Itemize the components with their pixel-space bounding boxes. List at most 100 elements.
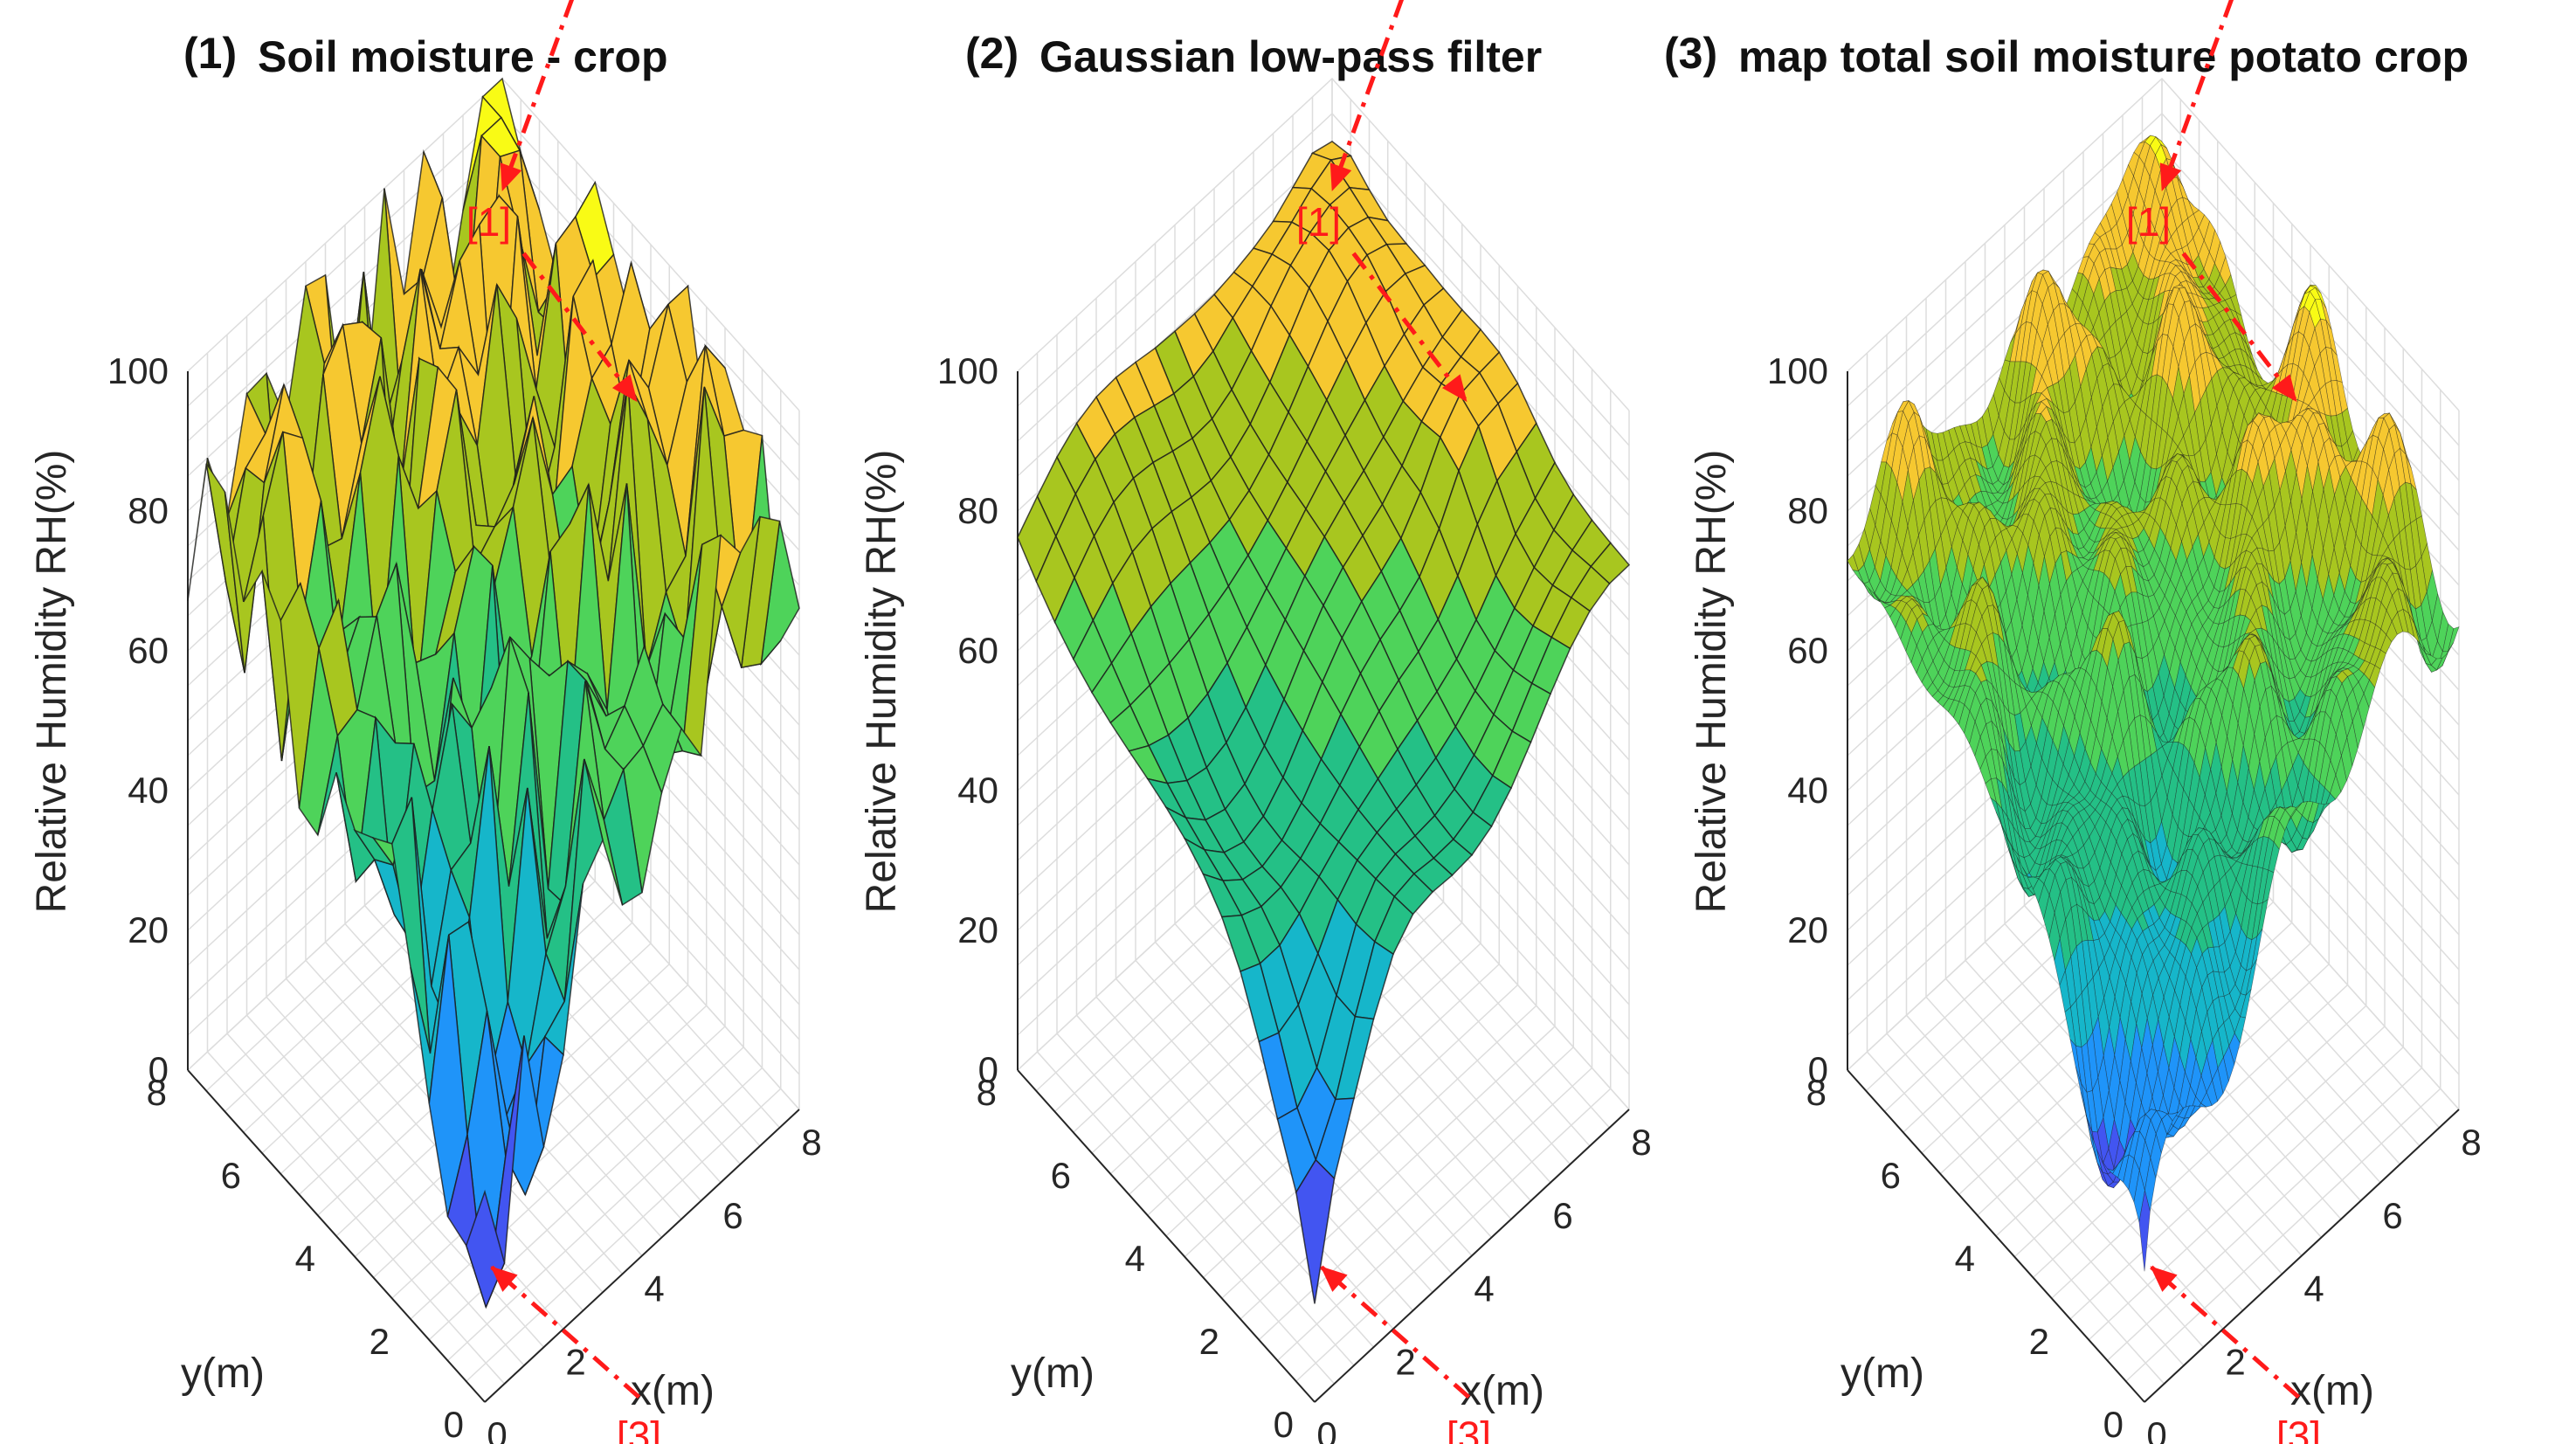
y-axis-label: y(m) <box>1840 1351 1924 1397</box>
y-axis-line <box>1017 1069 1316 1403</box>
annotation-arrow-head <box>1441 374 1468 403</box>
panel-number: (1) <box>183 29 237 78</box>
annotation-arrow-line <box>521 252 639 404</box>
annotation-arrow-head <box>490 1266 518 1292</box>
y-axis-label: y(m) <box>1011 1351 1095 1397</box>
z-tick-label: 80 <box>957 490 998 531</box>
y-tick-label: 6 <box>221 1155 241 1196</box>
axis-lines <box>187 371 800 1403</box>
x-tick-label: 2 <box>1395 1341 1415 1382</box>
z-tick-label: 40 <box>957 770 998 811</box>
y-tick-label: 2 <box>2029 1321 2049 1362</box>
annotation-arrow-head <box>500 162 522 191</box>
annotation-arrow-line <box>500 0 575 192</box>
grid-line <box>1847 112 2460 446</box>
surface-patch <box>2138 1190 2151 1272</box>
x-tick-label: 8 <box>2461 1122 2481 1163</box>
annotation-arrow-line <box>1318 1264 1471 1399</box>
annotation-arrow-line <box>1329 0 1405 192</box>
surface <box>187 77 800 1309</box>
z-tick-label: 40 <box>1787 770 1828 811</box>
x-tick-label: 0 <box>2146 1414 2166 1444</box>
x-tick-label: 4 <box>1474 1268 1494 1309</box>
axis-lines <box>1017 371 1630 1403</box>
z-tick-label: 100 <box>937 350 998 391</box>
annotation-label: [3] <box>2276 1413 2321 1444</box>
y-tick-label: 8 <box>1806 1072 1827 1113</box>
x-tick-label: 4 <box>644 1268 664 1309</box>
annotation-label: [1] <box>1296 199 1341 245</box>
y-tick-label: 4 <box>1955 1238 1975 1279</box>
z-tick-label: 60 <box>1787 630 1828 671</box>
y-tick-label: 8 <box>147 1072 167 1113</box>
annotation-arrow-head <box>2159 162 2182 191</box>
annotations: [1][2][3] <box>2126 0 2321 1444</box>
annotation-label: [3] <box>1447 1413 1491 1444</box>
annotations: [1][2][3] <box>466 0 661 1444</box>
x-tick-label: 4 <box>2303 1268 2324 1309</box>
y-tick-label: 2 <box>369 1321 390 1362</box>
y-tick-label: 0 <box>444 1404 464 1444</box>
z-tick-label: 20 <box>1787 909 1828 950</box>
annotation-arrow-head <box>611 374 638 403</box>
annotation-arrow-line <box>2159 0 2234 192</box>
surface <box>1847 135 2460 1272</box>
z-tick-label: 60 <box>957 630 998 671</box>
z-tick-label: 80 <box>128 490 169 531</box>
x-axis-line <box>484 1109 800 1403</box>
chart-title: Gaussian low-pass filter <box>1039 32 1542 81</box>
surface-patch <box>466 1189 506 1309</box>
annotation-arrow-head <box>2150 1266 2178 1292</box>
z-axis-label: Relative Humidity RH(%) <box>859 450 905 914</box>
y-tick-label: 6 <box>1881 1155 1901 1196</box>
y-axis-line <box>1847 1069 2145 1403</box>
x-tick-label: 8 <box>801 1122 821 1163</box>
annotation-label: [1] <box>2126 199 2171 245</box>
x-axis-label: x(m) <box>631 1368 715 1414</box>
panel-number: (3) <box>1664 29 1717 78</box>
axis-lines <box>1847 371 2460 1403</box>
z-tick-label: 0 <box>978 1049 998 1090</box>
surface-patch <box>1295 1158 1336 1304</box>
z-tick-label: 20 <box>957 909 998 950</box>
panel-number: (2) <box>965 29 1019 78</box>
x-axis-line <box>1314 1109 1630 1403</box>
z-tick-label: 80 <box>1787 490 1828 531</box>
grid-line <box>1017 112 1630 446</box>
y-axis-line <box>187 1069 486 1403</box>
chart-title: map total soil moisture potato crop <box>1738 32 2469 81</box>
y-tick-label: 8 <box>977 1072 997 1113</box>
x-axis-label: x(m) <box>2290 1368 2374 1414</box>
x-tick-label: 6 <box>1552 1195 1572 1236</box>
y-tick-label: 0 <box>1274 1404 1294 1444</box>
z-tick-label: 100 <box>107 350 169 391</box>
annotation-arrow-head <box>1329 162 1352 191</box>
x-tick-label: 2 <box>2225 1341 2245 1382</box>
y-tick-label: 6 <box>1051 1155 1071 1196</box>
x-tick-label: 0 <box>487 1414 507 1444</box>
x-tick-label: 0 <box>1316 1414 1336 1444</box>
annotation-label: [1] <box>466 199 511 245</box>
annotation-arrow-line <box>2148 1264 2301 1399</box>
z-tick-label: 60 <box>128 630 169 671</box>
y-axis-label: y(m) <box>181 1351 265 1397</box>
chart-title: Soil moisture - crop <box>258 32 668 81</box>
annotation-arrow-head <box>1320 1266 1348 1292</box>
annotation-arrow-head <box>2271 374 2297 403</box>
annotation-label: [3] <box>617 1413 661 1444</box>
z-tick-label: 40 <box>128 770 169 811</box>
grid-line <box>1017 77 1630 411</box>
x-axis-line <box>2144 1109 2460 1403</box>
annotation-arrow-line <box>1351 252 1469 404</box>
x-tick-label: 6 <box>722 1195 742 1236</box>
annotation-arrow-line <box>2181 252 2299 404</box>
x-tick-label: 6 <box>2382 1195 2402 1236</box>
x-tick-label: 8 <box>1631 1122 1651 1163</box>
y-tick-label: 0 <box>2103 1404 2124 1444</box>
y-tick-label: 4 <box>295 1238 315 1279</box>
z-tick-label: 20 <box>128 909 169 950</box>
annotations: [1][2][3] <box>1296 0 1491 1444</box>
